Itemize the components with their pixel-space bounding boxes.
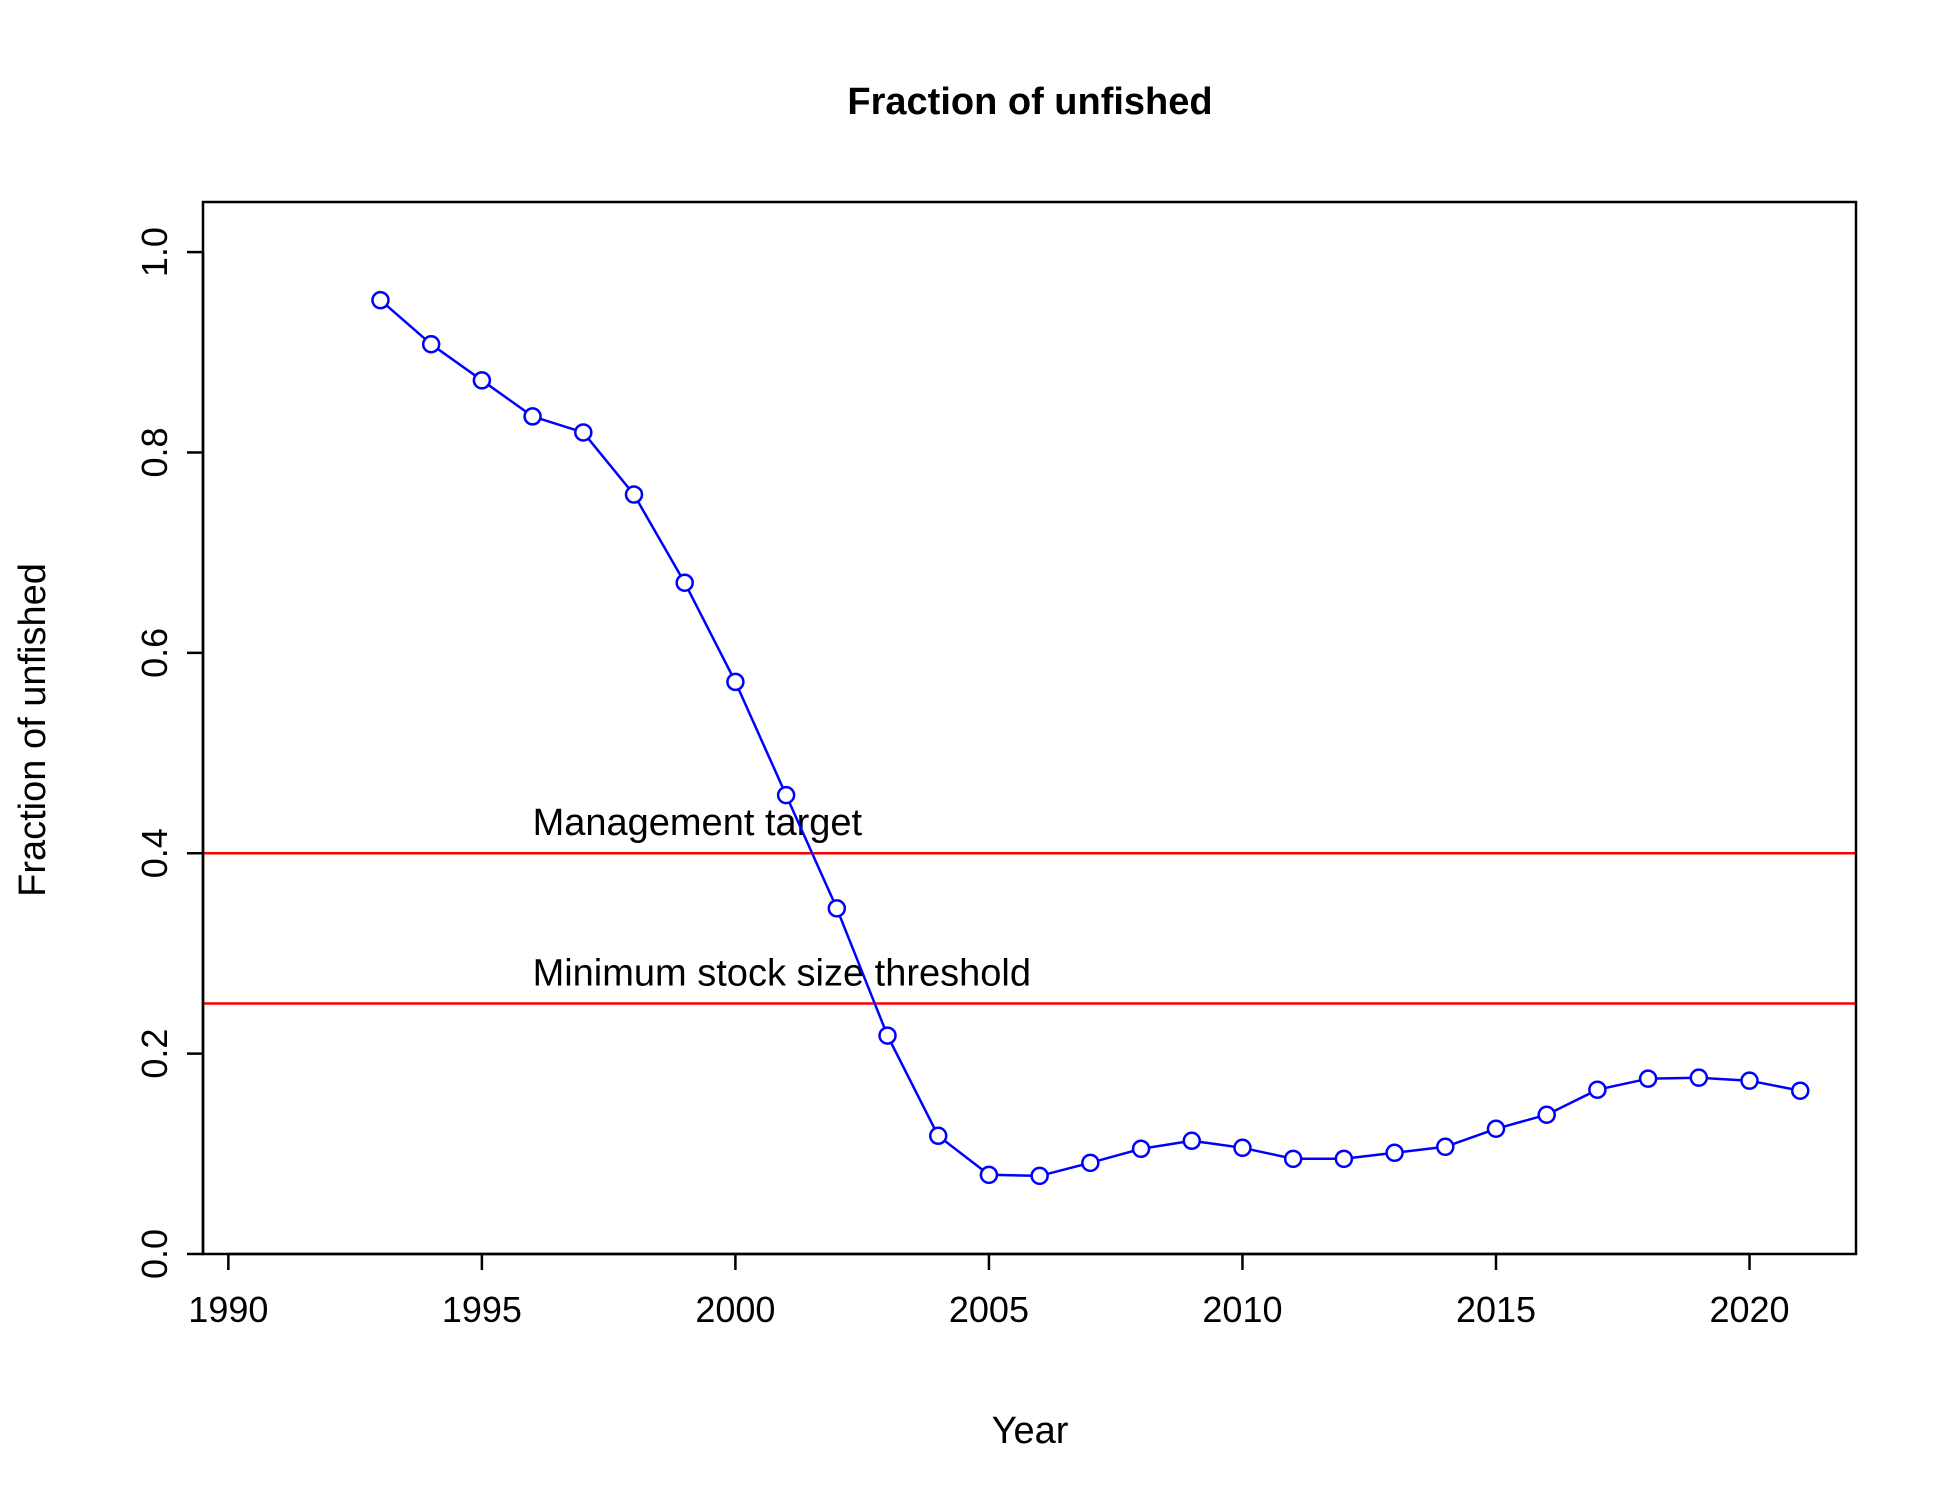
x-tick-label: 1990: [188, 1289, 268, 1330]
y-tick-label: 0.6: [134, 628, 175, 678]
data-point: [928, 1126, 948, 1146]
y-tick-label: 1.0: [134, 227, 175, 277]
data-point: [1081, 1153, 1100, 1173]
plot-frame: [201, 200, 1858, 1256]
y-tick-label: 0.2: [134, 1029, 175, 1079]
data-point: [1588, 1080, 1607, 1099]
y-tick-label: 0.8: [134, 427, 175, 477]
y-tick-label: 0.4: [134, 828, 175, 878]
data-point: [421, 335, 441, 354]
data-point: [1131, 1139, 1151, 1159]
data-point: [776, 785, 796, 805]
data-point: [574, 423, 593, 442]
data-point: [1486, 1119, 1506, 1139]
data-point: [371, 290, 390, 310]
data-point: [675, 573, 694, 592]
data-point: [523, 407, 542, 426]
data-point: [726, 672, 745, 692]
data-point: [1233, 1138, 1252, 1158]
data-point: [878, 1026, 897, 1045]
x-axis-label: Year: [992, 1410, 1069, 1452]
data-point: [1740, 1071, 1759, 1090]
reference-line-label: Minimum stock size threshold: [533, 953, 1031, 995]
x-tick-label: 2005: [949, 1289, 1029, 1330]
y-axis-label: Fraction of unfished: [12, 563, 54, 897]
chart-title: Fraction of unfished: [847, 81, 1212, 123]
data-point: [1283, 1149, 1303, 1169]
reference-lines: Management target Minimum stock size thre…: [203, 802, 1856, 1005]
x-tick-label: 2000: [695, 1289, 775, 1330]
x-tick-label: 2020: [1709, 1289, 1789, 1330]
data-point: [1030, 1166, 1049, 1186]
axes: 1990 1995 2000 2005 2010 2015 2020 0.0 0.2 0.4 0.6…: [134, 227, 1790, 1330]
data-point: [624, 485, 644, 504]
data-point: [1436, 1137, 1455, 1157]
data-point: [979, 1165, 999, 1185]
x-tick-label: 1995: [442, 1289, 522, 1330]
reference-line-label: Management target: [533, 802, 863, 844]
data-point: [1638, 1069, 1658, 1088]
y-tick-label: 0.0: [134, 1229, 175, 1279]
x-tick-label: 2010: [1202, 1289, 1282, 1330]
data-series: [371, 290, 1810, 1186]
x-tick-label: 2015: [1456, 1289, 1536, 1330]
data-point: [827, 899, 847, 918]
series-line: [379, 299, 1801, 1178]
data-point: [1182, 1131, 1202, 1151]
data-point: [1790, 1081, 1810, 1100]
data-point: [1334, 1149, 1354, 1169]
data-point: [472, 371, 492, 390]
data-point: [1537, 1105, 1556, 1124]
data-point: [1385, 1143, 1404, 1163]
data-point: [1689, 1068, 1709, 1087]
